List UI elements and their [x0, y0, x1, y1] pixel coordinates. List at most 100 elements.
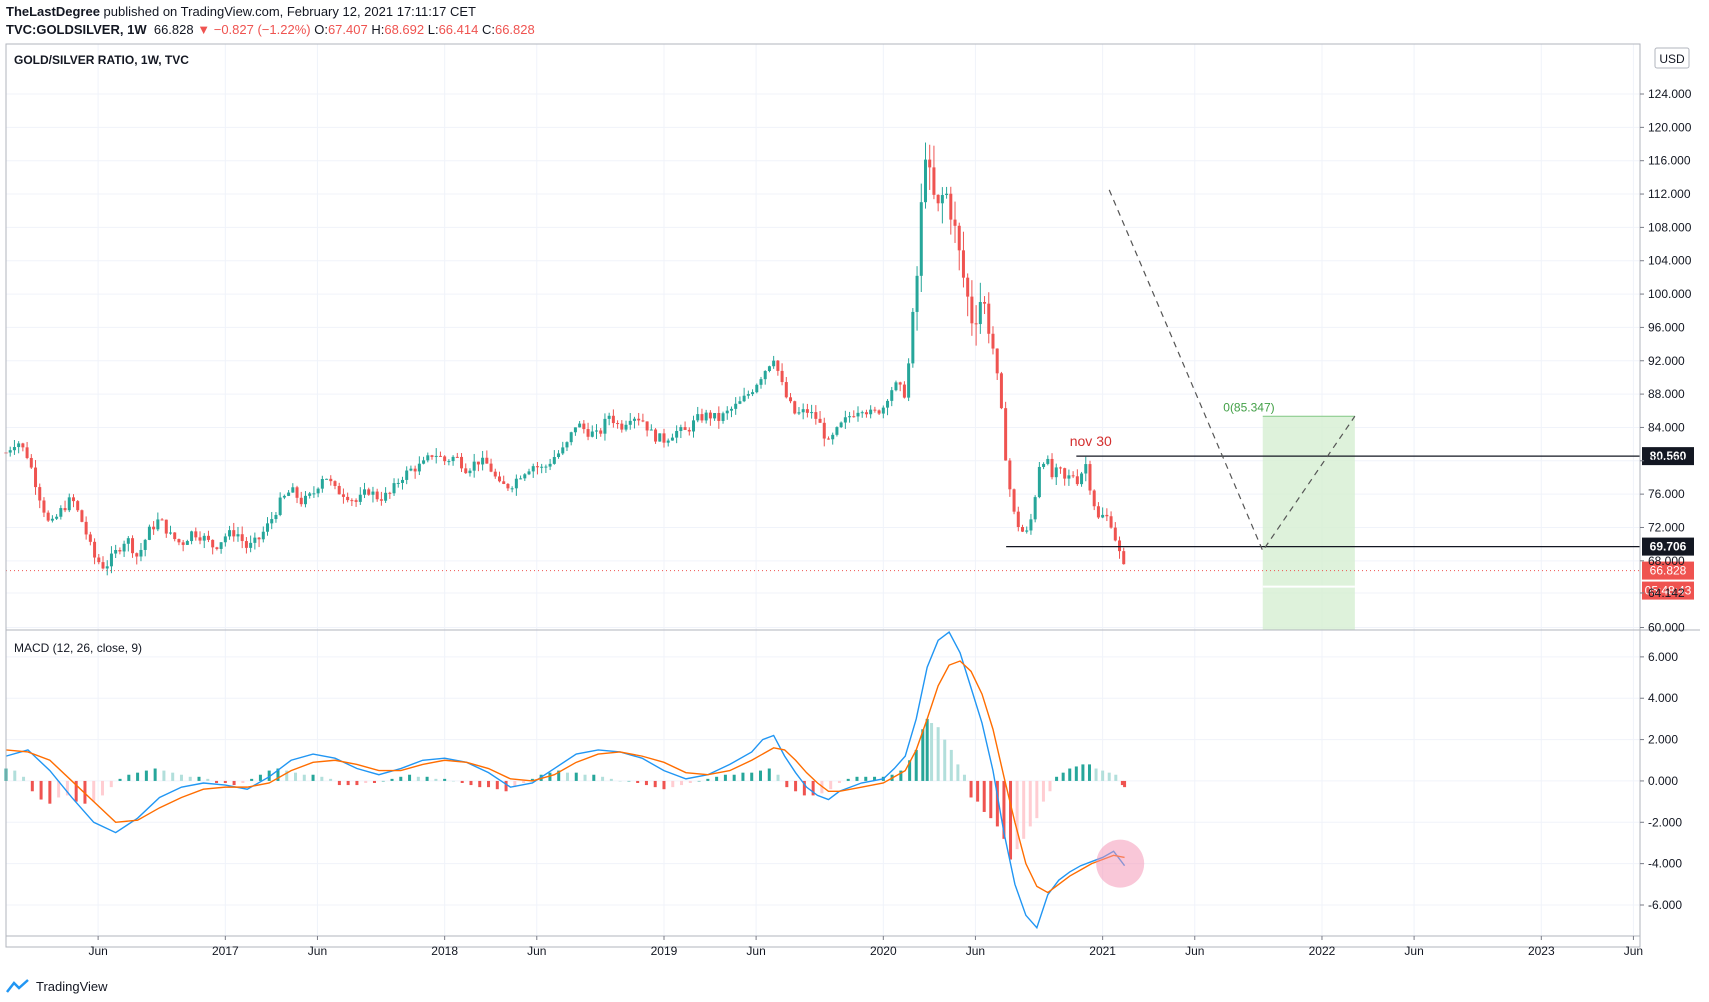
macd-histogram-bar	[908, 760, 912, 781]
candle-body	[1084, 464, 1088, 474]
candle-body	[261, 531, 265, 540]
candle-body	[662, 433, 666, 443]
candle-body	[139, 549, 143, 557]
candle-body	[464, 468, 468, 474]
candle-body	[42, 500, 46, 513]
macd-histogram-bar	[1087, 764, 1091, 781]
macd-histogram-bar	[13, 770, 17, 781]
candle-body	[649, 429, 653, 431]
candle-body	[46, 512, 50, 521]
candle-body	[514, 478, 518, 489]
price-axis-tick: 116.000	[1648, 154, 1691, 168]
price-axis-tick: 104.000	[1648, 254, 1692, 268]
candle-body	[801, 409, 805, 413]
candle-body	[152, 526, 156, 530]
candle-body	[898, 382, 902, 385]
macd-histogram-bar	[688, 780, 692, 783]
candle-body	[206, 535, 210, 540]
macd-histogram-bar	[487, 780, 491, 788]
macd-histogram-bar	[899, 770, 903, 781]
candle-body	[1067, 475, 1071, 479]
candle-body	[557, 453, 561, 458]
price-axis-tick: 92.000	[1648, 354, 1685, 368]
candle-body	[919, 202, 923, 276]
candle-body	[282, 495, 286, 498]
macd-histogram-bar	[74, 780, 78, 802]
candle-body	[67, 497, 71, 511]
candle-body	[831, 434, 835, 440]
macd-histogram-bar	[837, 780, 841, 783]
candle-body	[742, 395, 746, 402]
candle-body	[80, 510, 84, 522]
candle-body	[999, 373, 1003, 409]
candle-body	[8, 450, 12, 453]
candle-body	[181, 542, 185, 545]
current-price-label: 66.828	[1650, 564, 1687, 578]
candle-body	[1029, 519, 1033, 531]
usd-badge[interactable]: USD	[1654, 47, 1690, 69]
candle-body	[523, 474, 527, 479]
candle-body	[443, 456, 447, 462]
macd-axis-tick: 6.000	[1648, 650, 1678, 664]
candle-body	[489, 463, 493, 472]
candle-body	[131, 538, 135, 554]
time-axis-label: Jun	[1404, 944, 1423, 958]
candle-body	[789, 397, 793, 402]
macd-histogram-bar	[92, 780, 96, 802]
macd-histogram-bar	[1015, 780, 1019, 850]
candle-body	[1071, 475, 1075, 477]
candle-body	[270, 519, 274, 524]
candle-body	[759, 379, 763, 385]
candle-body	[12, 447, 16, 451]
candle-body	[219, 542, 223, 549]
time-axis-label: 2021	[1089, 944, 1116, 958]
macd-histogram-bar	[434, 778, 438, 781]
tradingview-logo-icon[interactable]	[6, 978, 30, 994]
candle-body	[358, 494, 362, 502]
time-axis-label: 2022	[1309, 944, 1336, 958]
macd-histogram-bar	[399, 776, 403, 781]
macd-histogram-bar	[1068, 768, 1072, 781]
candle-body	[455, 456, 459, 458]
price-axis-tick: 60.000	[1648, 620, 1685, 634]
price-pane-title: GOLD/SILVER RATIO, 1W, TVC	[14, 53, 189, 67]
candle-body	[1063, 468, 1067, 479]
macd-histogram-bar	[241, 780, 245, 783]
macd-histogram-bar	[127, 774, 131, 781]
macd-histogram-bar	[83, 780, 87, 804]
candle-body	[1021, 527, 1025, 532]
macd-histogram-bar	[723, 774, 727, 781]
candle-body	[114, 550, 118, 554]
candle-body	[38, 487, 42, 501]
candle-body	[1118, 540, 1122, 552]
candle-body	[991, 333, 995, 349]
candle-body	[856, 412, 860, 417]
macd-histogram-bar	[153, 768, 157, 781]
candle-body	[1105, 514, 1109, 517]
candle-body	[329, 478, 333, 482]
level-price-label: 80.560	[1650, 449, 1687, 463]
macd-histogram-bar	[697, 780, 701, 782]
current-price-tag	[1642, 561, 1694, 580]
macd-histogram-bar	[706, 778, 710, 781]
price-change: −0.827 (−1.22%)	[213, 22, 311, 37]
candle-body	[586, 429, 590, 437]
macd-histogram-bar	[390, 778, 394, 781]
candle-body	[915, 275, 919, 312]
candle-body	[257, 537, 261, 540]
candle-body	[422, 460, 426, 464]
footer-brand[interactable]: TradingView	[36, 978, 108, 994]
macd-line	[5, 631, 1126, 930]
candle-body	[632, 418, 636, 421]
candle-body	[966, 277, 970, 297]
candle-body	[1109, 516, 1113, 528]
macd-histogram-bar	[513, 780, 517, 788]
author-name[interactable]: TheLastDegree	[6, 4, 100, 19]
countdown-label: 05:48:43	[1645, 584, 1692, 598]
macd-histogram-bar	[320, 776, 324, 781]
macd-histogram	[4, 718, 1127, 860]
macd-histogram-bar	[65, 780, 69, 796]
macd-histogram-bar	[478, 780, 482, 788]
price-axis-tick: 112.000	[1648, 187, 1691, 201]
